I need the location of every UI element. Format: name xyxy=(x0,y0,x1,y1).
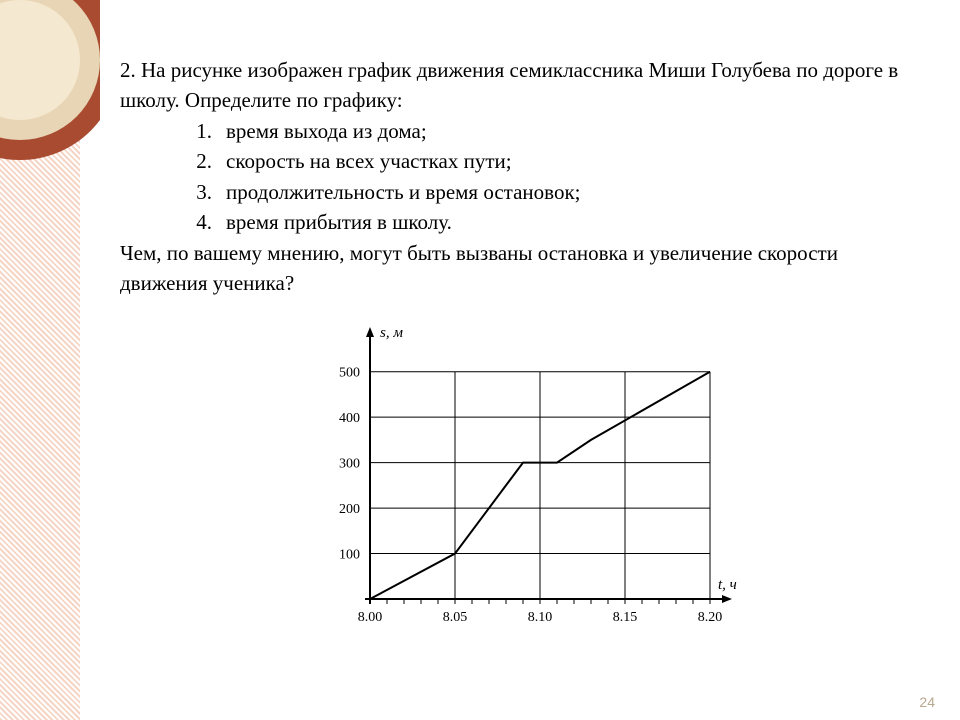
list-number: 3. xyxy=(180,177,212,207)
chart-container: s, м t, ч 100 200 300 400 500 8.00 8.05 8.10 8.15 8… xyxy=(120,319,920,639)
svg-text:300: 300 xyxy=(339,456,360,471)
list-text: продолжительность и время остановок; xyxy=(226,177,580,207)
svg-text:8.10: 8.10 xyxy=(528,610,553,625)
list-number: 4. xyxy=(180,207,212,237)
chart-svg: s, м t, ч 100 200 300 400 500 8.00 8.05 8.10 8.15 8… xyxy=(290,319,750,639)
svg-text:8.00: 8.00 xyxy=(358,610,383,625)
svg-text:100: 100 xyxy=(339,547,360,562)
problem-list: 1. время выхода из дома; 2. скорость на вс… xyxy=(120,116,920,238)
svg-text:400: 400 xyxy=(339,411,360,426)
svg-text:t, ч: t, ч xyxy=(718,577,737,593)
svg-text:500: 500 xyxy=(339,365,360,380)
svg-text:200: 200 xyxy=(339,502,360,517)
list-item: 2. скорость на всех участках пути; xyxy=(180,146,920,176)
slide-content: 2. На рисунке изображен график движения … xyxy=(120,55,920,639)
slide-decoration xyxy=(0,0,100,720)
svg-text:8.20: 8.20 xyxy=(698,610,723,625)
list-item: 3. продолжительность и время остановок; xyxy=(180,177,920,207)
list-text: время прибытия в школу. xyxy=(226,207,452,237)
svg-text:8.15: 8.15 xyxy=(613,610,638,625)
svg-text:s, м: s, м xyxy=(380,325,403,341)
page-number: 24 xyxy=(919,694,935,710)
list-number: 1. xyxy=(180,116,212,146)
problem-outro: Чем, по вашему мнению, могут быть вызван… xyxy=(120,238,920,299)
problem-intro: 2. На рисунке изображен график движения … xyxy=(120,55,920,116)
problem-text: 2. На рисунке изображен график движения … xyxy=(120,55,920,299)
list-text: время выхода из дома; xyxy=(226,116,427,146)
list-item: 4. время прибытия в школу. xyxy=(180,207,920,237)
list-number: 2. xyxy=(180,146,212,176)
list-item: 1. время выхода из дома; xyxy=(180,116,920,146)
svg-text:8.05: 8.05 xyxy=(443,610,468,625)
motion-chart: s, м t, ч 100 200 300 400 500 8.00 8.05 8.10 8.15 8… xyxy=(290,319,750,639)
list-text: скорость на всех участках пути; xyxy=(226,146,512,176)
